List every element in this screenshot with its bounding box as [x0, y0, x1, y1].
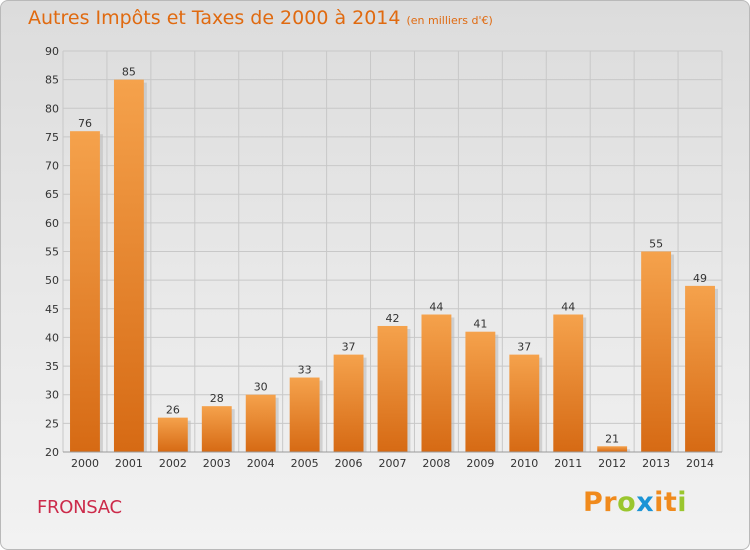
bar-2006 — [333, 354, 364, 452]
bar-value-label: 44 — [429, 301, 443, 314]
bar-value-label: 85 — [122, 66, 136, 79]
y-tick-label: 70 — [45, 160, 59, 173]
chart-title: Autres Impôts et Taxes de 2000 à 2014 — [28, 7, 401, 29]
bar-value-label: 44 — [561, 301, 575, 314]
logo-letter: r — [603, 487, 618, 518]
x-tick-label: 2003 — [203, 457, 231, 470]
bar-value-label: 33 — [298, 364, 312, 377]
bar-2011 — [553, 314, 584, 452]
y-tick-label: 75 — [45, 131, 59, 144]
bar-value-label: 21 — [605, 432, 619, 445]
chart-title-block: Autres Impôts et Taxes de 2000 à 2014 (en… — [28, 7, 493, 29]
x-tick-label: 2000 — [71, 457, 99, 470]
city-name: FRONSAC — [37, 497, 122, 518]
bar-value-label: 30 — [254, 381, 268, 394]
bar-value-label: 41 — [473, 318, 487, 331]
bar-2004 — [245, 394, 276, 452]
x-tick-label: 2006 — [335, 457, 363, 470]
bar-value-label: 26 — [166, 404, 180, 417]
bar-2012 — [597, 446, 628, 452]
y-tick-label: 45 — [45, 303, 59, 316]
logo-letter: o — [617, 487, 637, 518]
bar-2002 — [157, 417, 188, 452]
y-tick-label: 80 — [45, 102, 59, 115]
x-tick-label: 2004 — [247, 457, 275, 470]
x-tick-label: 2013 — [642, 457, 670, 470]
bar-2009 — [465, 331, 496, 452]
y-tick-label: 55 — [45, 246, 59, 259]
y-tick-label: 65 — [45, 188, 59, 201]
y-tick-label: 85 — [45, 74, 59, 87]
y-tick-label: 25 — [45, 417, 59, 430]
y-tick-label: 50 — [45, 274, 59, 287]
bar-value-label: 49 — [693, 272, 707, 285]
x-tick-label: 2012 — [598, 457, 626, 470]
proxiti-logo: Proxiti — [583, 487, 687, 518]
x-tick-label: 2009 — [466, 457, 494, 470]
y-tick-label: 90 — [45, 45, 59, 58]
bar-2013 — [641, 251, 672, 452]
x-tick-label: 2007 — [379, 457, 407, 470]
logo-letter: x — [636, 487, 655, 518]
chart-subtitle: (en milliers d'€) — [406, 14, 493, 27]
x-tick-label: 2010 — [510, 457, 538, 470]
y-tick-label: 35 — [45, 360, 59, 373]
bar-value-label: 37 — [517, 341, 531, 354]
y-tick-label: 30 — [45, 389, 59, 402]
bar-2010 — [509, 354, 540, 452]
y-tick-label: 60 — [45, 217, 59, 230]
logo-letter: i — [677, 487, 688, 518]
x-tick-label: 2002 — [159, 457, 187, 470]
bar-2003 — [201, 406, 232, 452]
logo-letter: P — [583, 487, 604, 518]
x-tick-label: 2014 — [686, 457, 714, 470]
bar-value-label: 37 — [342, 341, 356, 354]
x-tick-label: 2008 — [422, 457, 450, 470]
bar-value-label: 55 — [649, 238, 663, 251]
y-tick-label: 20 — [45, 446, 59, 459]
bar-value-label: 76 — [78, 117, 92, 130]
bar-2005 — [289, 377, 320, 452]
x-tick-label: 2011 — [554, 457, 582, 470]
logo-letter: i — [654, 487, 664, 518]
x-tick-label: 2001 — [115, 457, 143, 470]
bar-value-label: 28 — [210, 392, 224, 405]
bar-2007 — [377, 325, 408, 452]
bar-2001 — [113, 79, 144, 453]
bar-2000 — [70, 131, 100, 452]
bar-2014 — [685, 285, 715, 452]
x-tick-label: 2005 — [291, 457, 319, 470]
y-tick-label: 40 — [45, 331, 59, 344]
logo-letter: t — [663, 487, 678, 518]
bar-2008 — [421, 314, 452, 452]
bar-value-label: 42 — [386, 312, 400, 325]
